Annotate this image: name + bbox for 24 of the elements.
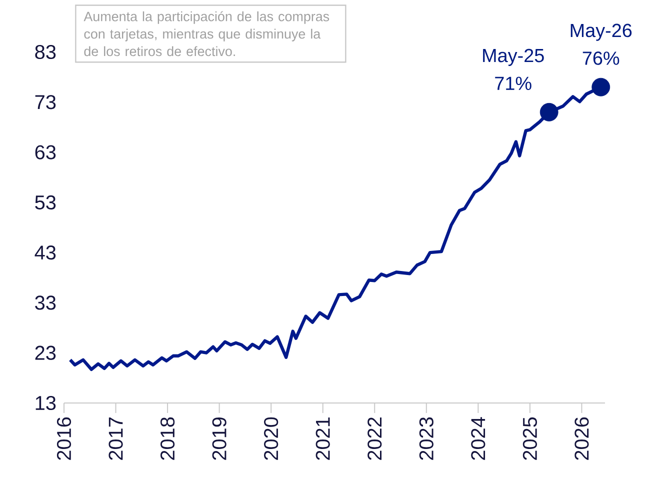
x-tick-label: 2019 bbox=[212, 417, 226, 460]
x-tick-label: 2024 bbox=[471, 417, 486, 460]
x-tick-label: 2016 bbox=[56, 417, 72, 460]
y-tick-label: 23 bbox=[35, 346, 56, 360]
data-label: 76% bbox=[582, 52, 620, 65]
x-tick-label: 2021 bbox=[316, 418, 330, 460]
x-tick-label: 2017 bbox=[108, 418, 123, 460]
x-tick-label: 2026 bbox=[574, 417, 589, 460]
x-tick-label: 2025 bbox=[522, 417, 537, 460]
x-tick-label: 2020 bbox=[264, 417, 278, 460]
y-tick-label: 33 bbox=[35, 296, 56, 310]
x-tick-label: 2023 bbox=[419, 417, 434, 460]
annotation: Aumenta la participación de las compras con tarjetas, mientras que disminuye la de los retiros de efectivo. bbox=[84, 11, 330, 56]
y-tick-label: 83 bbox=[35, 44, 56, 60]
annotation: May-26 bbox=[570, 24, 632, 41]
y-tick-label: 73 bbox=[35, 95, 56, 110]
annotation: May-25 bbox=[483, 48, 544, 66]
x-tick-label: 2018 bbox=[160, 417, 175, 460]
y-tick-label: 43 bbox=[34, 246, 56, 260]
y-tick-label: 63 bbox=[35, 145, 56, 160]
data-label: 71% bbox=[495, 76, 532, 90]
y-tick-label: 13 bbox=[36, 396, 56, 410]
x-tick-label: 2022 bbox=[368, 418, 382, 460]
y-tick-label: 53 bbox=[35, 195, 56, 210]
